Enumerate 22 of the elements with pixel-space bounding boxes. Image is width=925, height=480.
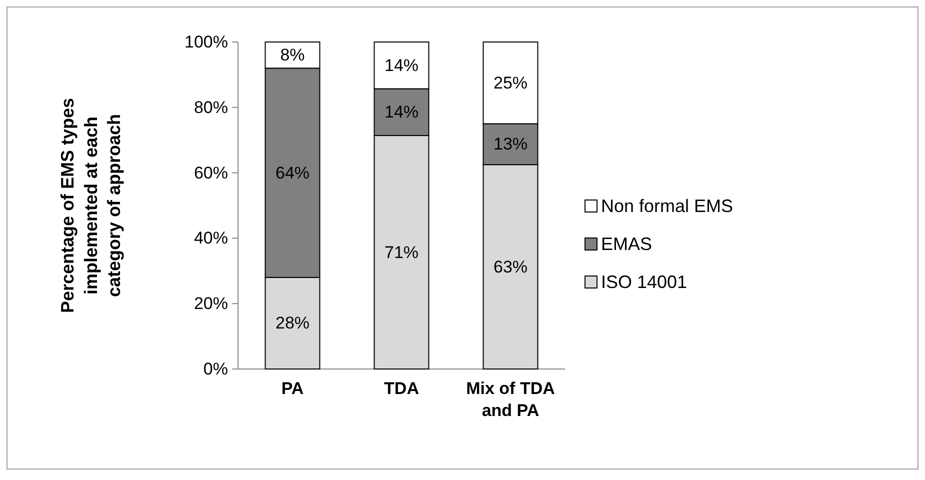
- x-tick-label: Mix of TDA and PA: [466, 379, 555, 420]
- y-tick-label: 80%: [194, 98, 228, 117]
- y-tick-label: 100%: [184, 32, 228, 52]
- data-label: 28%: [275, 314, 310, 333]
- data-label: 14%: [384, 56, 419, 75]
- y-tick-label: 40%: [194, 228, 228, 248]
- data-label: 25%: [493, 73, 528, 92]
- data-label: 63%: [493, 257, 528, 276]
- data-label: 14%: [384, 102, 419, 122]
- y-axis-title: Percentage of EMS types implemented at each category of approach: [57, 98, 124, 314]
- legend-label: ISO 14001: [601, 272, 688, 292]
- y-tick-label: 0%: [203, 359, 228, 378]
- x-tick-label: TDA: [384, 379, 419, 398]
- data-label: 64%: [275, 163, 310, 182]
- legend-label: Non formal EMS: [601, 196, 734, 216]
- data-label: 8%: [280, 46, 305, 65]
- legend-label: EMAS: [601, 234, 652, 254]
- y-tick-label: 20%: [194, 294, 228, 314]
- x-tick-label: PA: [281, 379, 304, 398]
- data-label: 71%: [384, 242, 419, 262]
- data-label: 13%: [493, 134, 528, 154]
- y-tick-label: 60%: [194, 163, 228, 182]
